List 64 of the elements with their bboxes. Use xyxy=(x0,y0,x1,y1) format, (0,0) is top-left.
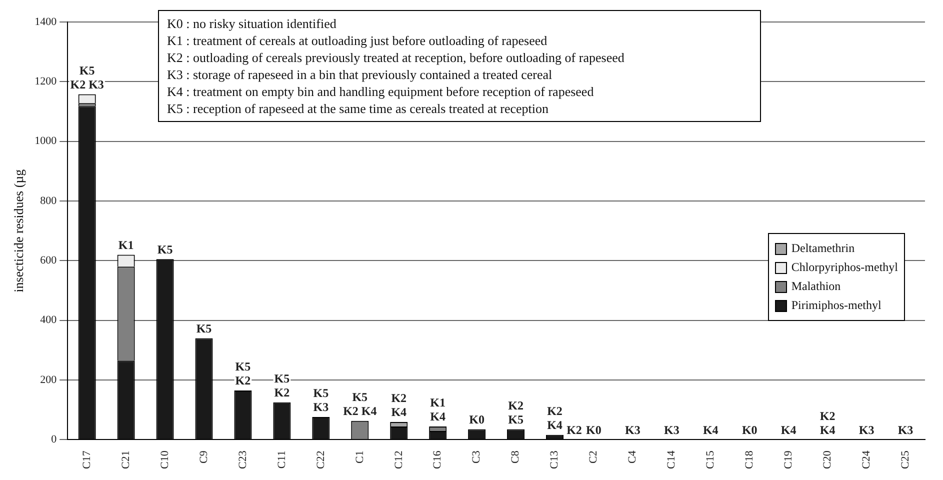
annotation: K5 xyxy=(196,321,212,336)
annotation: K5 xyxy=(157,242,173,256)
x-tick-label: C10 xyxy=(158,450,171,470)
x-tick-label: C13 xyxy=(548,450,561,470)
annotation: K1 K4 xyxy=(430,396,446,424)
annotation: K2 K4 xyxy=(547,404,562,432)
annotation: K0 xyxy=(469,412,484,426)
y-axis-title: insecticide residues (µg xyxy=(11,168,26,292)
x-tick-label: C8 xyxy=(510,450,522,464)
x-tick-label: C16 xyxy=(432,450,444,470)
annotation: K5 K3 xyxy=(313,386,329,414)
annotation: K3 xyxy=(858,422,874,437)
y-tick-label: 0 xyxy=(51,434,58,446)
x-tick-label: C12 xyxy=(392,450,405,470)
x-tick-label: C15 xyxy=(704,450,717,470)
x-tick-label: C11 xyxy=(276,450,288,469)
x-tick-label: C17 xyxy=(80,450,93,470)
x-tick-label: C24 xyxy=(860,450,872,470)
x-tick-label: C9 xyxy=(198,450,210,464)
annotation: K0 : no risky situation identified xyxy=(167,15,338,32)
y-tick-label: 400 xyxy=(40,314,58,326)
x-tick-label: C21 xyxy=(120,450,132,470)
annotation: K4 xyxy=(780,422,796,437)
x-tick-label: C19 xyxy=(782,450,794,470)
annotation: K5 K2 xyxy=(274,371,290,400)
x-tick-label: C3 xyxy=(470,450,483,464)
x-tick-label: C4 xyxy=(626,450,639,464)
annotation: K3 xyxy=(898,422,914,437)
annotation: K3 xyxy=(664,422,680,437)
legend-label: Malathion xyxy=(791,279,841,294)
legend-label: Deltamethrin xyxy=(791,241,855,256)
annotation: K4 xyxy=(702,422,718,437)
x-tick-label: C22 xyxy=(314,450,327,470)
annotation: K3 xyxy=(625,422,640,437)
annotation: K5 K2 xyxy=(235,360,251,388)
x-tick-label: C20 xyxy=(821,450,834,470)
annotation: K2 K4 xyxy=(820,408,836,437)
y-tick-label: 1400 xyxy=(34,16,58,28)
x-tick-label: C25 xyxy=(899,450,912,470)
annotation: K0 xyxy=(586,422,602,437)
annotation: K2 K4 xyxy=(391,391,407,420)
y-tick-label: 200 xyxy=(40,374,58,386)
y-tick-label: 800 xyxy=(40,194,58,207)
annotation: K5 K2 K3 xyxy=(70,63,104,92)
annotation: K1 xyxy=(118,238,134,252)
annotation: K5 : reception of rapeseed at the same time as cereals treated at reception xyxy=(167,100,550,117)
annotation: K4 : treatment on empty bin and handling equipment before reception of rapeseed xyxy=(167,83,595,100)
x-tick-label: C23 xyxy=(236,450,249,470)
annotation: K5 K2 K4 xyxy=(343,390,377,418)
x-tick-label: C18 xyxy=(744,450,756,470)
y-tick-label: 1200 xyxy=(34,76,58,88)
x-tick-label: C2 xyxy=(588,450,600,464)
annotation: K2 K5 xyxy=(508,398,524,426)
y-tick-label: 1000 xyxy=(34,135,58,148)
annotation: K2 : outloading of cereals previously treated at reception, before outloading of rapeseed xyxy=(167,49,626,66)
y-tick-label: 600 xyxy=(40,254,58,267)
annotation: K2 xyxy=(566,422,582,437)
annotation: K0 xyxy=(742,422,758,437)
x-tick-label: C14 xyxy=(666,450,678,470)
annotation: K1 : treatment of cereals at outloading just before outloading of rapeseed xyxy=(167,32,548,49)
annotation: K3 : storage of rapeseed in a bin that previously contained a treated cereal xyxy=(167,66,554,83)
legend-label: Pirimiphos-methyl xyxy=(791,298,882,313)
x-tick-label: C1 xyxy=(354,450,366,464)
legend-label: Chlorpyriphos-methyl xyxy=(791,260,898,275)
